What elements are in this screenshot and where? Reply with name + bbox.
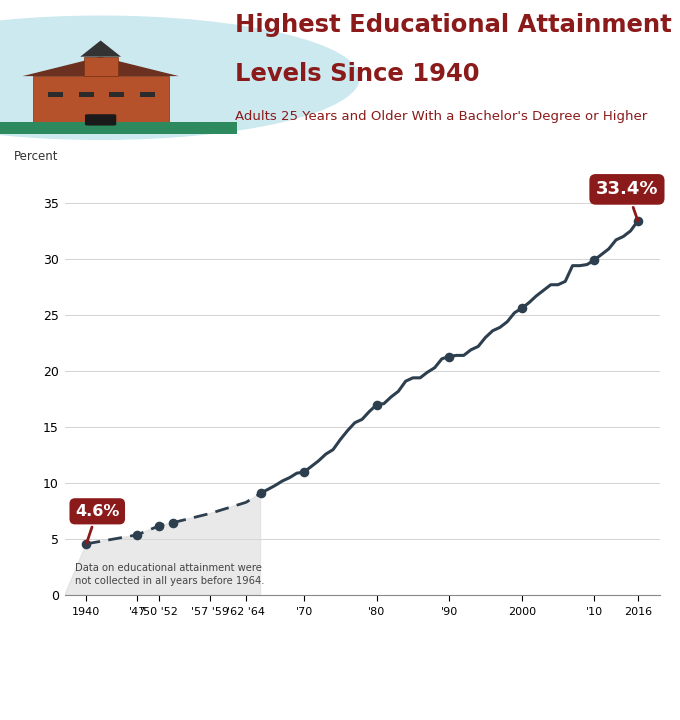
Point xyxy=(516,302,527,314)
Text: Bureau: Bureau xyxy=(17,706,49,715)
Point xyxy=(154,520,165,531)
FancyBboxPatch shape xyxy=(79,92,94,97)
FancyBboxPatch shape xyxy=(33,76,169,125)
Point xyxy=(81,538,92,549)
Text: Source:  1940-2010 Censuses and: Source: 1940-2010 Censuses and xyxy=(401,633,564,642)
Polygon shape xyxy=(22,57,179,76)
FancyBboxPatch shape xyxy=(140,92,155,97)
Point xyxy=(632,215,643,227)
Text: U.S. Department of Commerce: U.S. Department of Commerce xyxy=(150,633,330,642)
Text: Percent: Percent xyxy=(14,150,58,163)
FancyBboxPatch shape xyxy=(48,92,63,97)
Point xyxy=(299,467,309,478)
Text: www.census.gov/programs-surveys/cps.html: www.census.gov/programs-surveys/cps.html xyxy=(401,672,596,681)
Text: Current Population Survey: Current Population Survey xyxy=(401,652,526,662)
Text: census.gov: census.gov xyxy=(150,692,211,702)
FancyBboxPatch shape xyxy=(109,92,124,97)
Text: Economics and Statistics Administration: Economics and Statistics Administration xyxy=(150,655,332,665)
Point xyxy=(371,399,382,410)
FancyBboxPatch shape xyxy=(0,122,237,135)
Point xyxy=(168,517,179,528)
Point xyxy=(132,529,143,541)
Point xyxy=(255,487,266,499)
Circle shape xyxy=(0,17,359,139)
Text: Data on educational attainment were
not collected in all years before 1964.: Data on educational attainment were not … xyxy=(75,563,265,587)
FancyBboxPatch shape xyxy=(84,57,118,76)
Point xyxy=(589,254,600,266)
Text: Levels Since 1940: Levels Since 1940 xyxy=(235,61,479,86)
Text: United States™: United States™ xyxy=(17,639,82,647)
FancyBboxPatch shape xyxy=(85,114,116,125)
Text: 4.6%: 4.6% xyxy=(75,504,120,544)
Text: U.S. CENSUS BUREAU: U.S. CENSUS BUREAU xyxy=(150,675,241,683)
Polygon shape xyxy=(80,40,121,57)
Text: Census: Census xyxy=(15,658,126,685)
Text: Adults 25 Years and Older With a Bachelor's Degree or Higher: Adults 25 Years and Older With a Bachelo… xyxy=(235,110,647,123)
Text: Highest Educational Attainment: Highest Educational Attainment xyxy=(235,13,671,37)
Polygon shape xyxy=(65,493,260,595)
Point xyxy=(444,351,455,362)
Text: 33.4%: 33.4% xyxy=(596,181,658,221)
Text: www.census.gov/prod/www/decennial.html: www.census.gov/prod/www/decennial.html xyxy=(401,690,589,699)
